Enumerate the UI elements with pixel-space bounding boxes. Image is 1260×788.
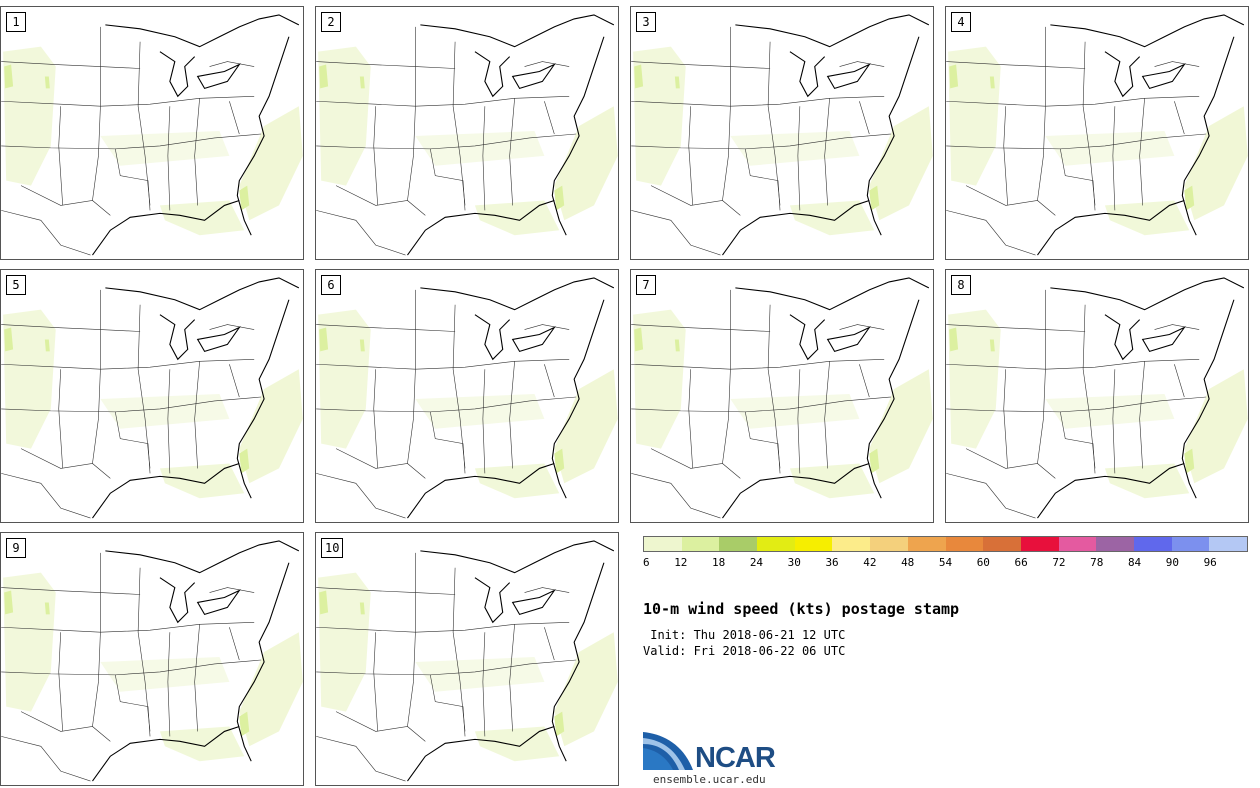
colorbar-swatch: [757, 537, 795, 551]
colorbar-tick-label: 42: [863, 556, 877, 569]
colorbar-tick-label: 90: [1165, 556, 1179, 569]
colorbar-swatch: [907, 537, 946, 551]
map-4: [946, 7, 1248, 259]
ncar-logo-icon: [643, 732, 693, 770]
map-6: [316, 270, 618, 522]
member-3-label: 3: [636, 12, 656, 32]
colorbar-tick-label: 30: [787, 556, 801, 569]
colorbar-tick-label: 48: [901, 556, 915, 569]
member-2-map-panel: 2: [315, 6, 619, 260]
member-5-label: 5: [6, 275, 26, 295]
member-9-label: 9: [6, 538, 26, 558]
colorbar-tick-label: 12: [674, 556, 688, 569]
map-10: [316, 533, 618, 785]
colorbar-swatch: [832, 537, 871, 551]
colorbar-swatch: [1133, 537, 1172, 551]
map-7: [631, 270, 933, 522]
colorbar-tick-label: 24: [749, 556, 764, 569]
wind-speed-colorbar: [643, 536, 1248, 552]
colorbar-swatch: [870, 537, 908, 551]
member-1-label: 1: [6, 12, 26, 32]
colorbar-tick-label: 78: [1090, 556, 1104, 569]
map-9: [1, 533, 303, 785]
member-9-map-panel: 9: [0, 532, 304, 786]
colorbar-tick-label: 36: [825, 556, 839, 569]
member-1-map-panel: 1: [0, 6, 304, 260]
map-1: [1, 7, 303, 259]
colorbar-tick-label: 54: [938, 556, 953, 569]
colorbar-swatch: [681, 537, 720, 551]
colorbar-swatch: [1209, 537, 1247, 551]
member-7-map-panel: 7: [630, 269, 934, 523]
logo-name: NCAR: [695, 742, 776, 774]
member-10-label: 10: [321, 538, 344, 558]
member-3-map-panel: 3: [630, 6, 934, 260]
colorbar-swatch: [794, 537, 833, 551]
member-4-label: 4: [951, 12, 971, 32]
member-8-map-panel: 8: [945, 269, 1249, 523]
plot-title: 10-m wind speed (kts) postage stamp: [643, 600, 960, 618]
colorbar-tick-label: 66: [1014, 556, 1028, 569]
colorbar-tick-label: 72: [1052, 556, 1066, 569]
colorbar-swatch: [1058, 537, 1097, 551]
member-6-map-panel: 6: [315, 269, 619, 523]
member-4-map-panel: 4: [945, 6, 1249, 260]
colorbar-swatch: [1020, 537, 1059, 551]
member-8-label: 8: [951, 275, 971, 295]
colorbar-tick-label: 96: [1203, 556, 1217, 569]
member-10-map-panel: 10: [315, 532, 619, 786]
colorbar-tick-label: 18: [712, 556, 726, 569]
colorbar-swatch: [1171, 537, 1210, 551]
map-8: [946, 270, 1248, 522]
member-2-label: 2: [321, 12, 341, 32]
valid-time: Valid: Fri 2018-06-22 06 UTC: [643, 644, 846, 658]
colorbar-tick-label: 60: [976, 556, 990, 569]
colorbar-swatch: [983, 537, 1021, 551]
map-5: [1, 270, 303, 522]
logo-url: ensemble.ucar.edu: [653, 773, 766, 786]
colorbar-swatch: [945, 537, 984, 551]
colorbar-tick-label: 6: [643, 556, 650, 569]
map-3: [631, 7, 933, 259]
colorbar-swatch: [644, 537, 682, 551]
map-2: [316, 7, 618, 259]
colorbar-swatch: [1096, 537, 1134, 551]
member-7-label: 7: [636, 275, 656, 295]
colorbar-tick-labels: 6 12 18 24 30 36 42 48 54 60 66 72 78 84 90 96: [643, 556, 1248, 572]
init-time: Init: Thu 2018-06-21 12 UTC: [643, 628, 846, 642]
colorbar-swatch: [719, 537, 758, 551]
colorbar-tick-label: 84: [1127, 556, 1142, 569]
member-6-label: 6: [321, 275, 341, 295]
member-5-map-panel: 5: [0, 269, 304, 523]
